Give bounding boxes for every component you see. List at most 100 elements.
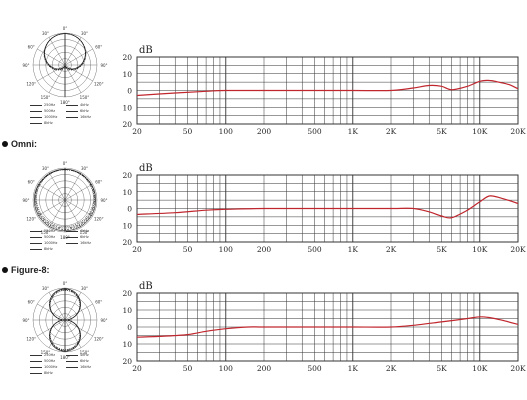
y-axis-label: dB [139,45,153,56]
x-tick-label: 500 [307,364,322,373]
legend-item: 4kHz [66,352,102,358]
polar-angle-label: 90° [100,198,107,203]
x-tick-label: 50 [183,245,193,254]
y-tick-label: 20 [122,357,132,366]
y-axis-label: dB [139,163,153,174]
y-tick-label: 0 [127,323,132,332]
polar-angle-label: 60° [95,45,102,50]
polar-legend-3: 250Hz 500Hz 1000Hz 8kHz 4kHz 6kHz 16kHz [30,352,105,376]
x-tick-label: 5K [436,127,447,136]
legend-item: 6kHz [66,358,102,364]
figure8-label-text: Figure-8: [11,265,50,275]
x-tick-label: 50 [183,364,193,373]
legend-item: 250Hz [30,352,66,358]
response-curve [136,195,519,219]
legend-item: 1000Hz [30,364,66,370]
x-tick-label: 100 [219,364,234,373]
x-tick-label: 50 [183,127,193,136]
legend-item: 1000Hz [30,114,66,120]
x-tick-label: 500 [307,127,322,136]
polar-angle-label: 30° [81,286,88,291]
x-tick-label: 1K [348,245,359,254]
y-tick-label: 20 [122,171,132,180]
legend-item: 16kHz [66,114,102,120]
polar-angle-label: 180° [60,355,70,360]
y-tick-label: 20 [122,120,132,129]
y-tick-label: 20 [122,289,132,298]
polar-angle-label: 30° [81,31,88,36]
polar-angle-label: 30° [81,166,88,171]
legend-item: 4kHz [66,102,102,108]
polar-curves [43,33,87,71]
polar-angle-label: 90° [100,63,107,68]
polar-angle-label: 120° [94,82,104,87]
polar-angle-label: 120° [26,337,36,342]
x-tick-label: 200 [257,364,272,373]
y-tick-label: 10 [122,340,132,349]
legend-item: 8kHz [30,246,66,252]
figure8-label: Figure-8: [2,265,50,275]
legend-item: 6kHz [66,234,102,240]
x-tick-label: 1K [348,127,359,136]
y-tick-label: 10 [122,221,132,230]
polar-angle-label: 150° [80,350,90,355]
polar-angle-label: 60° [28,180,35,185]
y-tick-label: 10 [122,188,132,197]
x-tick-label: 1K [348,364,359,373]
polar-grid [32,167,98,233]
polar-angle-label: 60° [28,45,35,50]
polar-angle-label: 150° [41,95,51,100]
legend-item: 4kHz [66,228,102,234]
x-tick-label: 10K [472,127,488,136]
legend-item: 500Hz [30,358,66,364]
polar-legend-1: 250Hz 500Hz 1000Hz 8kHz 4kHz 6kHz 16kHz [30,102,105,126]
x-tick-label: 100 [219,127,234,136]
polar-curves [48,288,82,352]
x-tick-label: 5K [436,245,447,254]
y-tick-label: 0 [127,87,132,96]
y-tick-label: 0 [127,205,132,214]
polar-angle-label: 150° [41,350,51,355]
polar-angle-label: 150° [80,230,90,235]
x-tick-label: 100 [219,245,234,254]
response-curve [136,316,519,338]
bullet-icon [2,267,8,273]
polar-angle-label: 90° [100,318,107,323]
x-tick-label: 20K [510,127,526,136]
polar-angle-label: 90° [22,198,29,203]
polar-pattern-3: 0° 30° 30° 60° 60° 90° 90° 120° 120° 150° 150° 180° [22,281,107,360]
y-tick-label: 10 [122,103,132,112]
x-tick-label: 200 [257,127,272,136]
x-tick-label: 2K [386,364,397,373]
response-curve [136,79,519,97]
polar-angle-label: 0° [63,26,68,31]
polar-angle-label: 180° [60,235,70,240]
x-tick-label: 5K [436,364,447,373]
polar-angle-label: 30° [42,31,49,36]
x-tick-label: 20 [132,127,142,136]
x-tick-label: 20 [132,245,142,254]
y-tick-label: 10 [122,70,132,79]
polar-angle-label: 60° [95,180,102,185]
legend-item: 16kHz [66,364,102,370]
legend-item: 16kHz [66,240,102,246]
polar-angle-label: 30° [42,166,49,171]
legend-item: 6kHz [66,108,102,114]
polar-angle-label: 0° [63,161,68,166]
legend-item: 8kHz [30,120,66,126]
legend-item: 8kHz [30,370,66,376]
x-tick-label: 500 [307,245,322,254]
y-tick-label: 20 [122,53,132,62]
x-tick-label: 200 [257,245,272,254]
x-tick-label: 20K [510,364,526,373]
bullet-icon [2,141,8,147]
y-tick-label: 10 [122,306,132,315]
polar-angle-label: 180° [60,100,70,105]
legend-item: 1000Hz [30,240,66,246]
omni-label: Omni: [2,139,37,149]
legend-item: 250Hz [30,102,66,108]
